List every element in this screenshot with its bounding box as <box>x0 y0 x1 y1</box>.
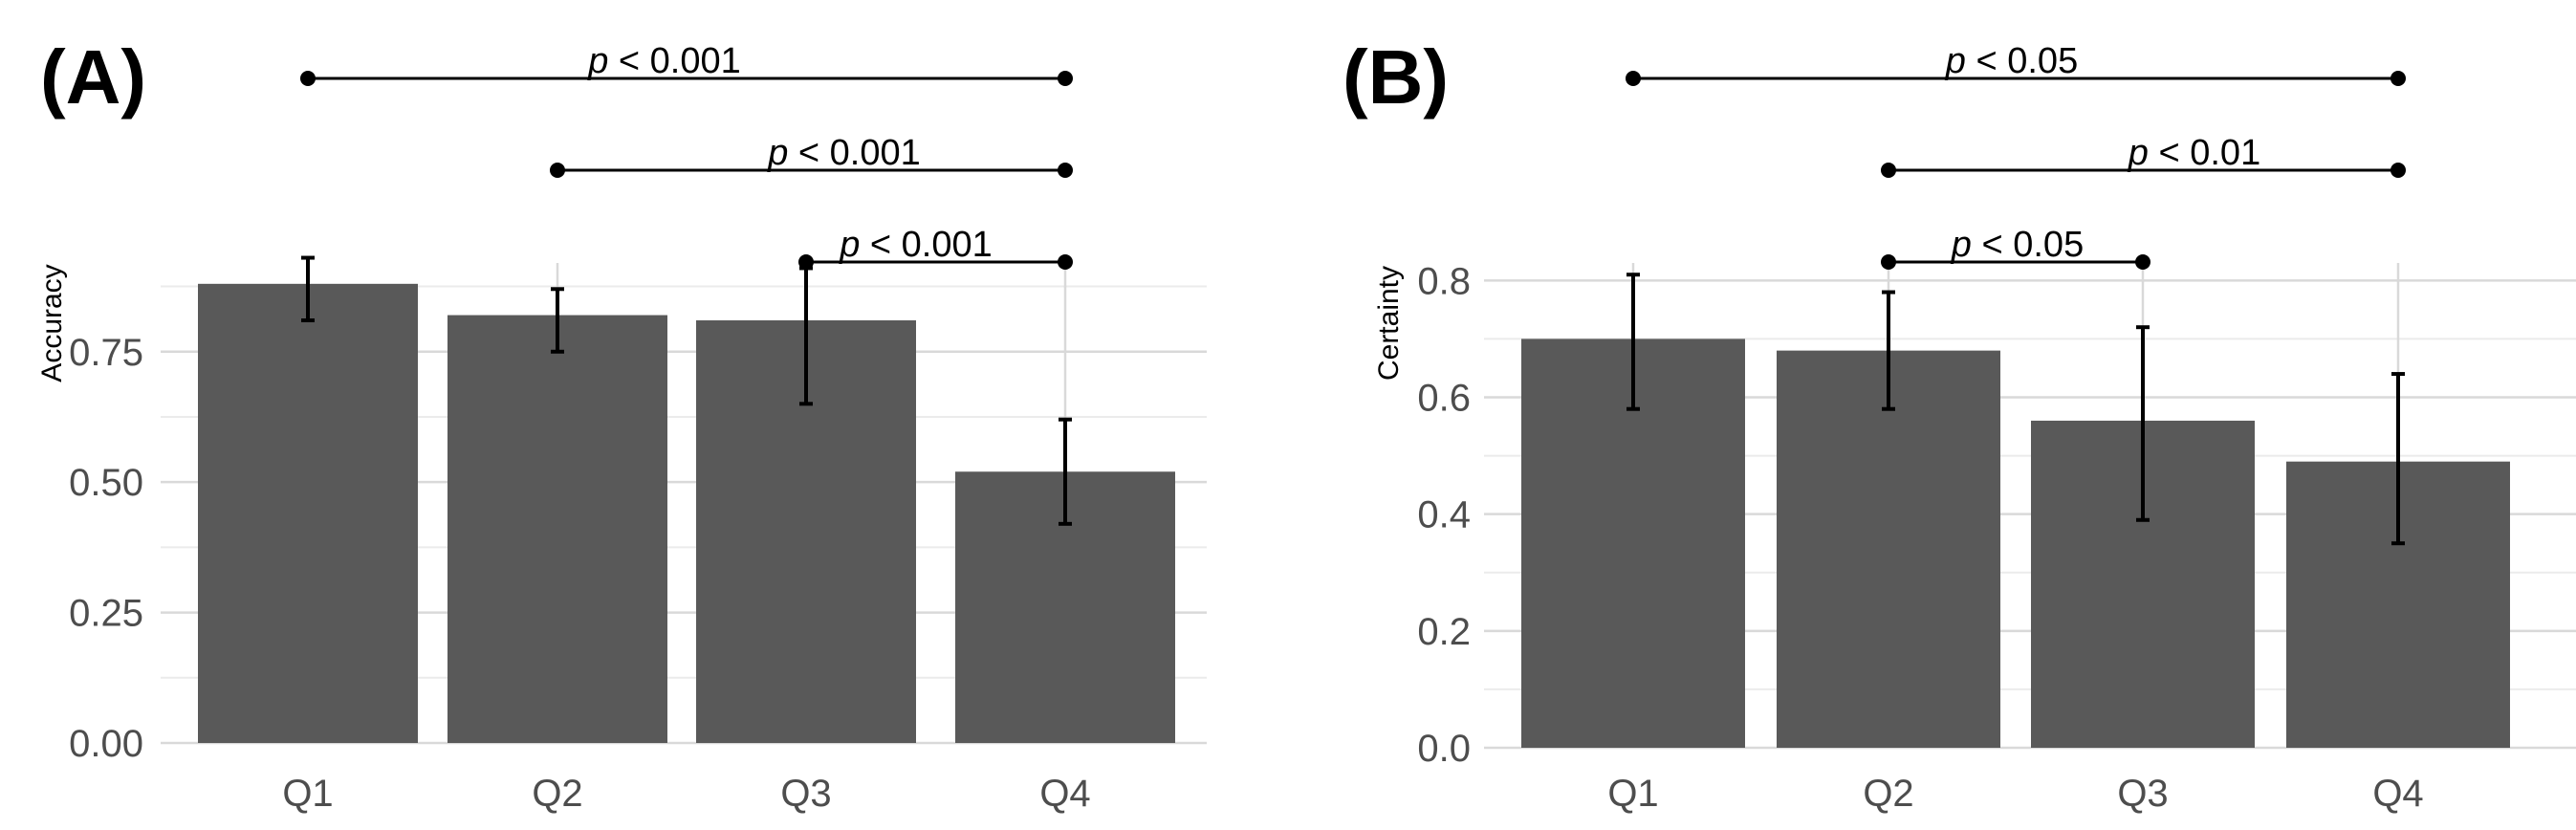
significance-bracket: p < 0.01 <box>1881 133 2406 178</box>
p-symbol: p <box>587 41 608 81</box>
y-tick-label: 0.75 <box>69 332 143 374</box>
error-bar-q3 <box>2136 325 2150 522</box>
panel-accuracy: 0.00 0.25 0.50 0.75 Q1 Q2 Q3 Q4 Accuracy (A) p < 0… <box>36 34 1207 815</box>
error-bar-q2 <box>1882 290 1895 411</box>
p-symbol: p <box>2128 133 2149 173</box>
y-tick-label: 0.4 <box>1417 494 1471 536</box>
y-axis-label: Certainty <box>1373 266 1405 381</box>
x-tick-label: Q4 <box>2372 773 2423 815</box>
p-symbol: p <box>1945 41 1966 81</box>
y-tick-label: 0.25 <box>69 593 143 635</box>
p-symbol: p <box>1951 225 1972 265</box>
significance-label: p < 0.05 <box>1951 225 2084 265</box>
significance-bracket: p < 0.001 <box>798 225 1073 270</box>
bar-q1 <box>198 283 418 743</box>
p-symbol: p <box>839 225 860 265</box>
x-tick-label: Q4 <box>1039 773 1090 815</box>
significance-label: p < 0.001 <box>839 225 993 265</box>
y-axis-label: Accuracy <box>36 264 68 382</box>
error-bar-q4 <box>2391 372 2405 546</box>
significance-bracket: p < 0.05 <box>1881 225 2150 270</box>
bar-q2 <box>448 315 667 743</box>
p-value-text: < 0.01 <box>2149 133 2260 173</box>
significance-label: p < 0.001 <box>587 41 741 81</box>
p-value-text: < 0.001 <box>608 41 740 81</box>
p-value-text: < 0.001 <box>860 225 992 265</box>
p-value-text: < 0.001 <box>788 133 920 173</box>
bar-q2 <box>1777 350 2000 748</box>
y-tick-label: 0.2 <box>1417 611 1471 653</box>
x-tick-label: Q3 <box>780 773 831 815</box>
y-tick-label: 0.8 <box>1417 260 1471 302</box>
error-bar-q2 <box>551 287 564 354</box>
panel-certainty: 0.0 0.2 0.4 0.6 0.8 Q1 Q2 Q3 Q4 Certainty (B) p < 0… <box>1343 34 2576 815</box>
x-tick-label: Q2 <box>532 773 582 815</box>
error-bar-q1 <box>301 255 315 323</box>
p-value-text: < 0.05 <box>1972 225 2084 265</box>
significance-label: p < 0.001 <box>767 133 921 173</box>
significance-bracket: p < 0.001 <box>300 41 1073 86</box>
y-tick-label: 0.6 <box>1417 377 1471 419</box>
y-tick-label: 0.00 <box>69 723 143 765</box>
panel-label: (B) <box>1343 34 1449 120</box>
x-tick-label: Q1 <box>282 773 333 815</box>
error-bar-q4 <box>1059 417 1072 526</box>
significance-label: p < 0.01 <box>2128 133 2260 173</box>
x-tick-label: Q1 <box>1607 773 1658 815</box>
significance-bracket: p < 0.05 <box>1626 41 2406 86</box>
panel-label: (A) <box>40 34 146 120</box>
significance-label: p < 0.05 <box>1945 41 2078 81</box>
y-tick-label: 0.0 <box>1417 728 1471 770</box>
error-bar-q1 <box>1626 273 1640 411</box>
p-value-text: < 0.05 <box>1966 41 2078 81</box>
x-tick-label: Q2 <box>1863 773 1913 815</box>
significance-bracket: p < 0.001 <box>550 133 1073 178</box>
x-tick-label: Q3 <box>2117 773 2168 815</box>
y-tick-label: 0.50 <box>69 462 143 504</box>
p-symbol: p <box>767 133 788 173</box>
